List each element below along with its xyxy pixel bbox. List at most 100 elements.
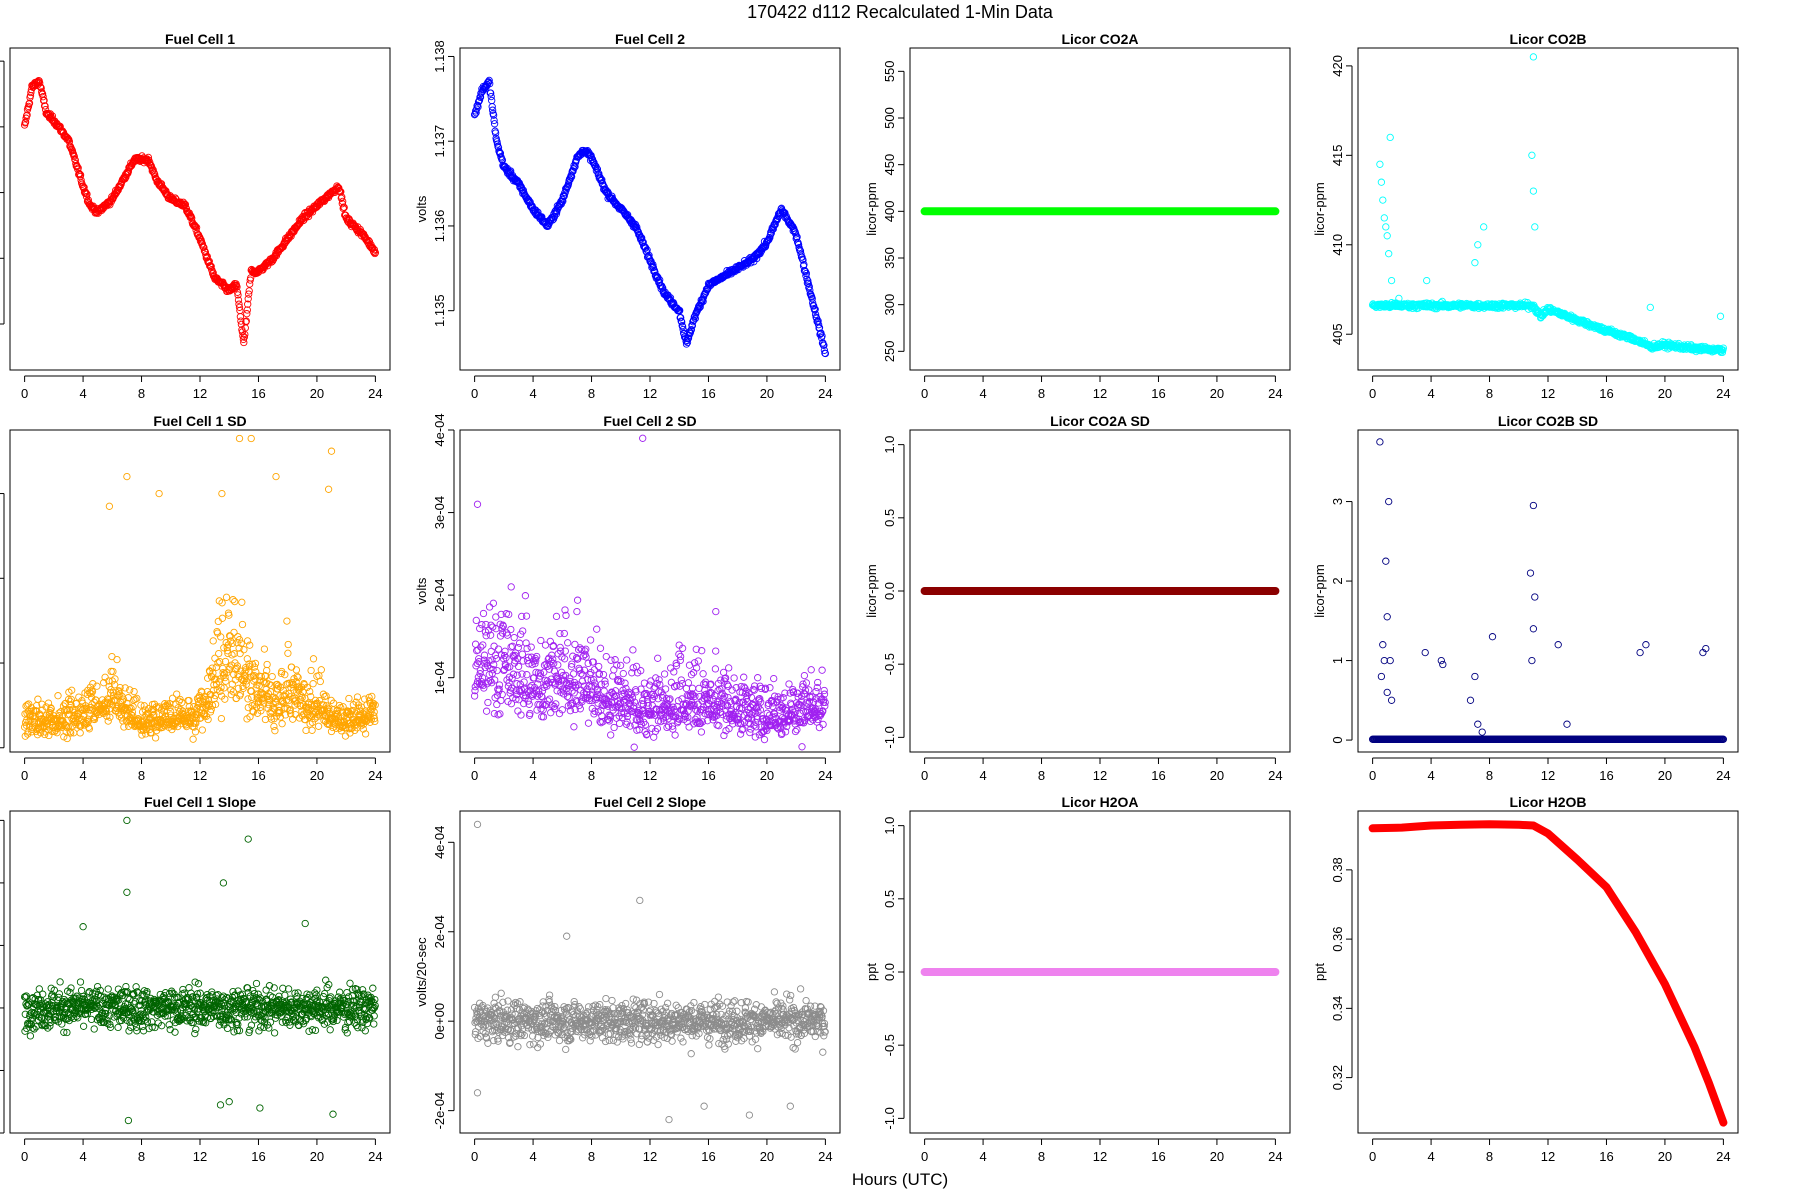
- data-point: [223, 647, 232, 655]
- data-point: [556, 643, 564, 652]
- x-tick-label: 0: [21, 386, 28, 401]
- x-tick-label: 8: [1038, 386, 1045, 401]
- data-point: [347, 707, 355, 716]
- data-point: [41, 102, 49, 110]
- data-point: [500, 651, 509, 660]
- data-point: [630, 743, 638, 751]
- data-point: [589, 676, 598, 684]
- data-point: [549, 642, 558, 650]
- data-point: [801, 268, 810, 276]
- outlier-point: [507, 583, 515, 591]
- data-point: [697, 728, 706, 736]
- data-point: [292, 666, 301, 674]
- data-point: [201, 248, 210, 256]
- data-point: [368, 692, 376, 701]
- data-point: [246, 641, 254, 649]
- outlier-point: [1642, 641, 1650, 649]
- data-point: [698, 718, 707, 726]
- outlier-point: [1387, 696, 1396, 704]
- data-point: [220, 684, 228, 692]
- data-point: [495, 681, 504, 689]
- data-point: [493, 666, 501, 675]
- data-point: [497, 696, 505, 705]
- data-point: [516, 680, 524, 688]
- data-point: [298, 693, 306, 702]
- data-point: [611, 687, 620, 695]
- data-point: [473, 659, 481, 668]
- data-point: [217, 633, 225, 641]
- data-point: [218, 599, 226, 607]
- data-point: [498, 629, 507, 637]
- data-point: [693, 707, 701, 715]
- x-tick-label: 4: [979, 386, 986, 401]
- data-point: [226, 637, 235, 645]
- data-point: [486, 80, 494, 88]
- data-point: [70, 152, 78, 161]
- data-point: [321, 692, 329, 701]
- outlier-point: [1529, 187, 1538, 195]
- data-point: [738, 726, 746, 734]
- data-point: [501, 647, 509, 655]
- data-point: [103, 202, 111, 210]
- data-point: [64, 723, 72, 731]
- data-point: [683, 338, 692, 347]
- data-point: [208, 267, 216, 275]
- data-point: [678, 695, 686, 703]
- data-point: [230, 650, 238, 658]
- outlier-point: [1529, 53, 1538, 61]
- outlier-point: [1528, 656, 1536, 665]
- x-tick-label: 24: [368, 386, 382, 401]
- data-point: [648, 695, 657, 703]
- x-tick-label: 4: [979, 768, 986, 783]
- data-point: [519, 627, 527, 635]
- data-point: [803, 275, 811, 283]
- data-point: [91, 712, 99, 721]
- data-point: [583, 147, 592, 155]
- data-point: [302, 726, 310, 735]
- data-point: [573, 596, 582, 604]
- data-point: [623, 712, 632, 721]
- outlier-point: [473, 500, 482, 508]
- data-point: [537, 636, 545, 645]
- data-point: [739, 725, 747, 733]
- data-point: [476, 670, 484, 678]
- data-point: [249, 707, 257, 715]
- data-point: [230, 670, 238, 679]
- data-point: [276, 713, 285, 721]
- data-point: [631, 708, 639, 717]
- data-point: [181, 200, 190, 209]
- data-point: [812, 695, 820, 703]
- outlier-point: [1474, 241, 1482, 249]
- outlier-point: [1383, 232, 1391, 240]
- x-tick-label: 4: [529, 386, 536, 401]
- outlier-point: [235, 434, 244, 443]
- data-point: [309, 655, 318, 663]
- x-tick-label: 4: [79, 386, 86, 401]
- panel-fc1: Fuel Cell 1volts048121620240.9110.9120.9…: [0, 31, 391, 401]
- outlier-point: [1531, 223, 1539, 231]
- data-point: [641, 244, 650, 252]
- data-point: [235, 303, 244, 311]
- data-point: [507, 625, 515, 634]
- data-point: [625, 700, 634, 708]
- data-point: [491, 694, 499, 702]
- data-point: [674, 697, 683, 705]
- data-point: [244, 300, 252, 308]
- data-point: [191, 222, 199, 230]
- data-point: [317, 666, 325, 674]
- data-point: [696, 719, 705, 728]
- outlier-point: [1387, 276, 1396, 285]
- data-point: [334, 710, 342, 718]
- data-point: [103, 712, 111, 720]
- outlier-point: [1471, 672, 1479, 681]
- plot-frame: [459, 429, 841, 753]
- data-point: [511, 657, 519, 665]
- data-point: [732, 684, 740, 692]
- outlier-point: [1474, 720, 1482, 728]
- data-point: [488, 106, 497, 114]
- data-point: [351, 726, 359, 735]
- outlier-point: [1379, 196, 1387, 204]
- data-point: [82, 706, 90, 714]
- y-tick-label: 500: [882, 107, 897, 129]
- data-point: [44, 726, 52, 734]
